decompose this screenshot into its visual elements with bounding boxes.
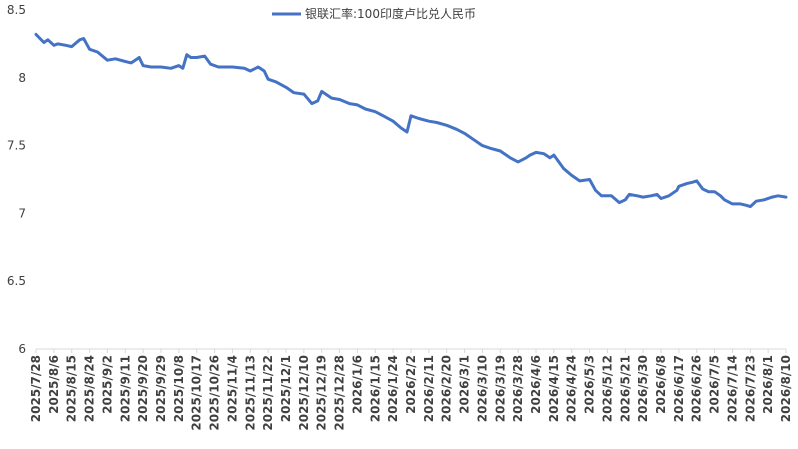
- x-tick-label: 2025/11/22: [261, 355, 275, 431]
- y-tick-label: 7: [18, 206, 26, 220]
- y-tick-label: 6.5: [7, 274, 26, 288]
- x-tick-label: 2026/6/17: [672, 355, 686, 422]
- y-axis: 6 6.5 7 7.5 8 8.5: [7, 3, 26, 356]
- x-tick-label: 2025/11/4: [225, 355, 239, 422]
- x-tick-label: 2026/8/1: [761, 355, 775, 414]
- x-tick-label: 2025/12/19: [315, 355, 329, 431]
- x-tick-label: 2025/9/20: [136, 355, 150, 422]
- x-tick-label: 2026/6/26: [690, 355, 704, 422]
- x-tick-label: 2026/2/2: [404, 355, 418, 414]
- x-tick-label: 2026/4/15: [547, 355, 561, 422]
- x-axis: 2025/7/28 2025/8/6 2025/8/15 2025/8/24 2025/…: [29, 349, 793, 431]
- y-tick-label: 8: [18, 71, 26, 85]
- x-tick-label: 2025/9/2: [100, 355, 114, 414]
- x-tick-label: 2025/12/10: [297, 355, 311, 431]
- x-tick-label: 2026/3/1: [458, 355, 472, 414]
- series-line: [34, 32, 788, 209]
- legend-label: 银联汇率:100印度卢比兑人民币: [305, 6, 476, 21]
- x-tick-label: 2026/4/24: [565, 355, 579, 422]
- x-tick-label: 2026/3/19: [493, 355, 507, 422]
- y-tick-label: 6: [18, 342, 26, 356]
- x-tick-label: 2026/7/5: [708, 355, 722, 414]
- x-tick-label: 2026/5/3: [583, 355, 597, 414]
- x-tick-label: 2026/1/6: [350, 355, 364, 414]
- x-tick-label: 2026/5/21: [618, 355, 632, 422]
- x-tick-label: 2025/9/29: [154, 355, 168, 422]
- legend: 银联汇率:100印度卢比兑人民币: [272, 6, 476, 21]
- x-tick-label: 2025/10/17: [190, 355, 204, 431]
- x-tick-label: 2026/8/10: [779, 355, 793, 422]
- x-tick-label: 2026/6/8: [654, 355, 668, 414]
- x-tick-label: 2025/7/28: [29, 355, 43, 422]
- x-tick-label: 2026/1/24: [386, 355, 400, 422]
- x-tick-label: 2026/3/28: [511, 355, 525, 422]
- x-tick-label: 2026/7/23: [743, 355, 757, 422]
- x-tick-label: 2025/8/15: [65, 355, 79, 422]
- x-tick-label: 2026/2/11: [422, 355, 436, 422]
- x-tick-label: 2025/9/11: [118, 355, 132, 422]
- x-tick-label: 2025/10/26: [208, 355, 222, 431]
- x-tick-label: 2025/10/8: [172, 355, 186, 422]
- x-tick-label: 2026/4/6: [529, 355, 543, 414]
- x-tick-label: 2026/1/15: [368, 355, 382, 422]
- x-tick-label: 2026/3/10: [475, 355, 489, 422]
- x-tick-label: 2026/5/30: [636, 355, 650, 422]
- x-tick-label: 2025/12/1: [279, 355, 293, 422]
- x-tick-label: 2026/5/12: [600, 355, 614, 422]
- x-tick-label: 2025/12/28: [333, 355, 347, 431]
- y-tick-label: 7.5: [7, 139, 26, 153]
- x-tick-label: 2026/7/14: [725, 355, 739, 422]
- x-tick-label: 2025/11/13: [243, 355, 257, 431]
- x-tick-label: 2025/8/6: [47, 355, 61, 414]
- y-tick-label: 8.5: [7, 3, 26, 17]
- x-tick-label: 2026/2/20: [440, 355, 454, 422]
- x-tick-label: 2025/8/24: [83, 355, 97, 422]
